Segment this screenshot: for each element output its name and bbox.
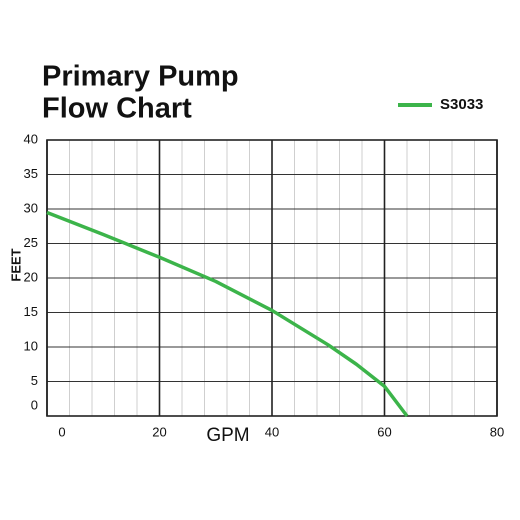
chart-title: Flow Chart [42, 93, 192, 125]
y-tick-label: 10 [24, 338, 38, 353]
y-tick-label: 5 [31, 373, 38, 388]
y-tick-label: 0 [31, 397, 38, 412]
chart-title: Primary Pump [42, 61, 239, 93]
series-line [46, 210, 409, 418]
y-tick-label: 15 [24, 304, 38, 319]
x-tick-label: 20 [152, 424, 166, 439]
x-tick-label: 60 [377, 424, 391, 439]
x-axis-label: GPM [206, 425, 249, 446]
y-tick-label: 25 [24, 235, 38, 250]
y-axis-label: FEET [8, 248, 23, 281]
y-tick-label: 40 [24, 131, 38, 146]
y-tick-label: 30 [24, 200, 38, 215]
y-tick-label: 20 [24, 269, 38, 284]
x-tick-label: 40 [265, 424, 279, 439]
plot-border [46, 139, 498, 417]
x-tick-label: 80 [490, 424, 504, 439]
x-tick-label: 0 [58, 424, 65, 439]
legend-label: S3033 [440, 96, 483, 113]
y-tick-label: 35 [24, 166, 38, 181]
